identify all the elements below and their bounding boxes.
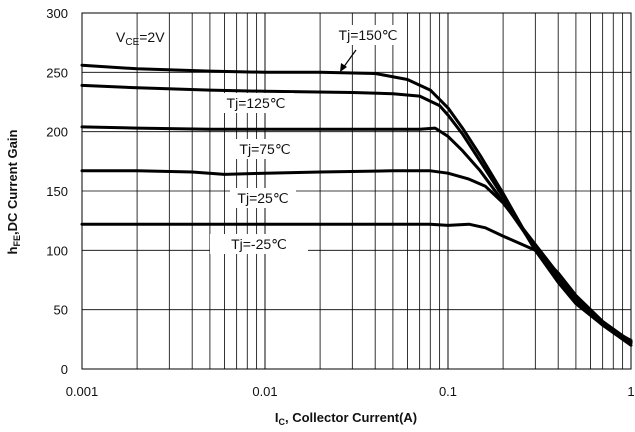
curve-label-box bbox=[330, 25, 406, 45]
y-axis-label: hFE,DC Current Gain bbox=[5, 129, 22, 254]
vce-condition-label: VCE=2V bbox=[116, 29, 165, 48]
series-layer bbox=[80, 63, 633, 347]
x-tick-label: 1 bbox=[627, 384, 634, 399]
y-axis-label-main: h bbox=[5, 246, 20, 254]
annotation-leader-line bbox=[342, 49, 357, 69]
y-axis-label-rest: ,DC Current Gain bbox=[5, 129, 20, 235]
curve-label: Tj=25℃ bbox=[237, 190, 288, 206]
y-tick-label: 0 bbox=[61, 362, 68, 377]
y-tick-label: 50 bbox=[54, 303, 68, 318]
curve-label-box bbox=[230, 188, 296, 208]
y-axis-label-sub: FE bbox=[12, 235, 22, 247]
curve-label-box bbox=[232, 139, 298, 159]
vce-condition-main: V bbox=[116, 29, 126, 45]
y-tick-label: 250 bbox=[46, 65, 68, 80]
x-axis-label-main: I bbox=[275, 410, 279, 425]
x-tick-label: 0.01 bbox=[252, 384, 277, 399]
y-tick-label: 100 bbox=[46, 243, 68, 258]
annotation-layer: Tj=150℃ Tj=125℃ Tj=75℃ Tj=25℃ Tj=-25℃ bbox=[210, 25, 406, 254]
vce-condition-rest: =2V bbox=[139, 29, 165, 45]
plot-frame bbox=[81, 12, 632, 370]
curve-label: Tj=75℃ bbox=[239, 141, 290, 157]
vce-condition-sub: CE bbox=[125, 37, 139, 48]
curve-label: Tj=-25℃ bbox=[231, 236, 287, 252]
y-tick-label: 300 bbox=[46, 6, 68, 21]
annotation-arrowhead bbox=[340, 63, 347, 72]
x-axis-label-sub: C bbox=[278, 417, 285, 427]
y-tick-label: 150 bbox=[46, 184, 68, 199]
y-tick-label: 200 bbox=[46, 125, 68, 140]
curve-label-box bbox=[218, 93, 294, 113]
series-line bbox=[80, 63, 633, 342]
x-axis-label-rest: , Collector Current(A) bbox=[285, 410, 417, 425]
series-line bbox=[80, 125, 633, 347]
series-line bbox=[80, 222, 633, 344]
curve-label: Tj=150℃ bbox=[339, 27, 398, 43]
tick-layer: 0.001 0.01 0.1 1 0 50 100 150 200 250 300 bbox=[46, 6, 634, 399]
curve-label: Tj=125℃ bbox=[227, 95, 286, 111]
curve-label-box bbox=[210, 234, 308, 254]
x-tick-label: 0.1 bbox=[439, 384, 457, 399]
x-axis-label: IC, Collector Current(A) bbox=[275, 410, 417, 427]
x-tick-label: 0.001 bbox=[66, 384, 99, 399]
